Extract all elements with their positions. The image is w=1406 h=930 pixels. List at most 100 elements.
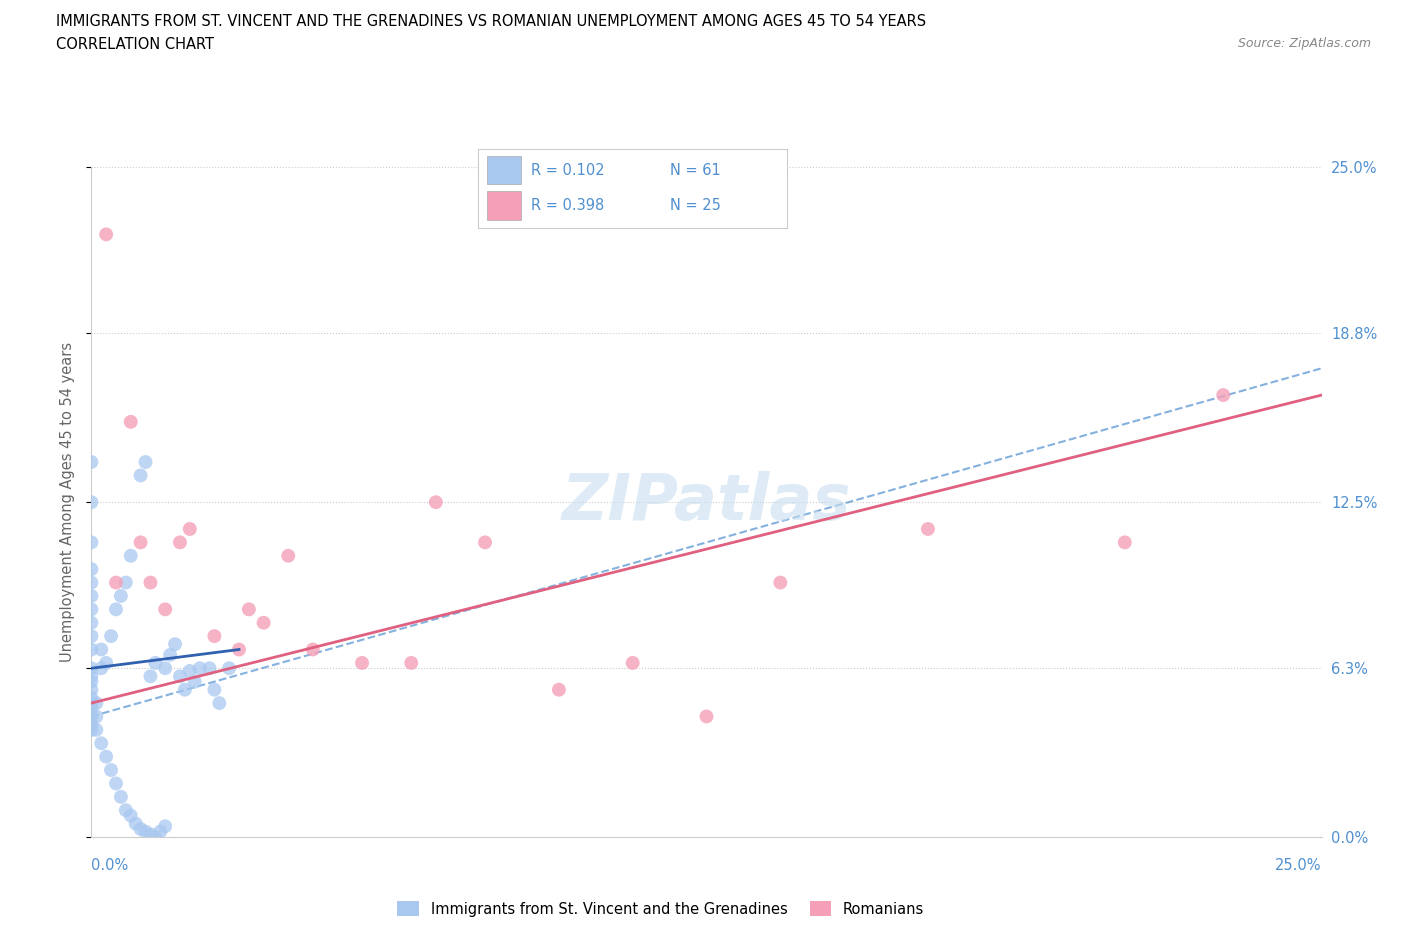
Point [425, 495, 447, 510]
Text: R = 0.102: R = 0.102 [530, 163, 605, 178]
Point [80, 562, 103, 577]
Point [80, 575, 103, 590]
Point [352, 656, 374, 671]
Point [139, 669, 162, 684]
Point [769, 575, 792, 590]
Point [105, 602, 127, 617]
Point [139, 575, 162, 590]
Text: N = 61: N = 61 [669, 163, 720, 178]
Point [218, 661, 240, 676]
Point [80, 669, 103, 684]
Text: ZIPatlas: ZIPatlas [562, 472, 851, 533]
Point [80, 495, 103, 510]
Point [228, 642, 250, 657]
Point [153, 661, 177, 676]
Point [80, 661, 103, 676]
Point [621, 656, 644, 671]
Point [100, 763, 122, 777]
Point [110, 589, 132, 604]
Point [105, 776, 127, 790]
Point [105, 575, 127, 590]
Point [86, 723, 108, 737]
Point [96, 750, 117, 764]
Point [169, 535, 191, 550]
Point [114, 803, 138, 817]
Point [548, 683, 571, 698]
Point [145, 656, 166, 671]
Point [120, 808, 142, 823]
Point [169, 669, 191, 684]
Point [96, 656, 117, 671]
Point [129, 821, 152, 836]
Point [110, 790, 132, 804]
Point [114, 575, 138, 590]
Point [90, 661, 112, 676]
Point [80, 455, 103, 470]
Point [80, 616, 103, 631]
Point [174, 683, 197, 698]
Point [80, 589, 103, 604]
Point [917, 522, 939, 537]
Text: R = 0.398: R = 0.398 [530, 198, 603, 213]
Point [208, 696, 231, 711]
Point [80, 696, 103, 711]
Point [80, 535, 103, 550]
Point [277, 549, 299, 564]
Point [96, 227, 117, 242]
Point [86, 709, 108, 724]
Point [124, 817, 148, 831]
Point [202, 629, 225, 644]
Point [129, 535, 152, 550]
Point [159, 647, 181, 662]
Point [80, 629, 103, 644]
Point [120, 549, 142, 564]
Point [179, 522, 201, 537]
Point [80, 723, 103, 737]
Point [129, 468, 152, 483]
Point [153, 602, 177, 617]
Point [399, 656, 422, 671]
Y-axis label: Unemployment Among Ages 45 to 54 years: Unemployment Among Ages 45 to 54 years [60, 342, 76, 662]
Point [695, 709, 717, 724]
Point [179, 663, 201, 678]
Point [202, 683, 225, 698]
Point [145, 830, 166, 844]
Point [1212, 388, 1234, 403]
FancyBboxPatch shape [488, 156, 522, 184]
Point [135, 824, 157, 839]
Point [90, 736, 112, 751]
Point [80, 642, 103, 657]
Point [100, 629, 122, 644]
Point [198, 661, 221, 676]
Point [253, 616, 276, 631]
Point [80, 701, 103, 716]
FancyBboxPatch shape [488, 192, 522, 220]
Point [80, 690, 103, 705]
Legend: Immigrants from St. Vincent and the Grenadines, Romanians: Immigrants from St. Vincent and the Gren… [391, 896, 931, 923]
Point [90, 642, 112, 657]
Text: IMMIGRANTS FROM ST. VINCENT AND THE GRENADINES VS ROMANIAN UNEMPLOYMENT AMONG AG: IMMIGRANTS FROM ST. VINCENT AND THE GREN… [56, 14, 927, 29]
Point [135, 455, 157, 470]
Point [120, 415, 142, 430]
Text: N = 25: N = 25 [669, 198, 721, 213]
Point [86, 696, 108, 711]
Point [1114, 535, 1136, 550]
Point [188, 661, 211, 676]
Point [80, 683, 103, 698]
Point [80, 709, 103, 724]
Text: Source: ZipAtlas.com: Source: ZipAtlas.com [1237, 37, 1371, 50]
Point [149, 824, 172, 839]
Point [238, 602, 260, 617]
Text: 0.0%: 0.0% [91, 857, 128, 872]
Point [153, 818, 177, 833]
Point [474, 535, 496, 550]
Text: CORRELATION CHART: CORRELATION CHART [56, 37, 214, 52]
Point [80, 602, 103, 617]
Point [183, 674, 207, 689]
Point [80, 674, 103, 689]
Text: 25.0%: 25.0% [1275, 857, 1322, 872]
Point [80, 717, 103, 732]
Point [163, 637, 186, 652]
Point [139, 827, 162, 842]
Point [301, 642, 323, 657]
